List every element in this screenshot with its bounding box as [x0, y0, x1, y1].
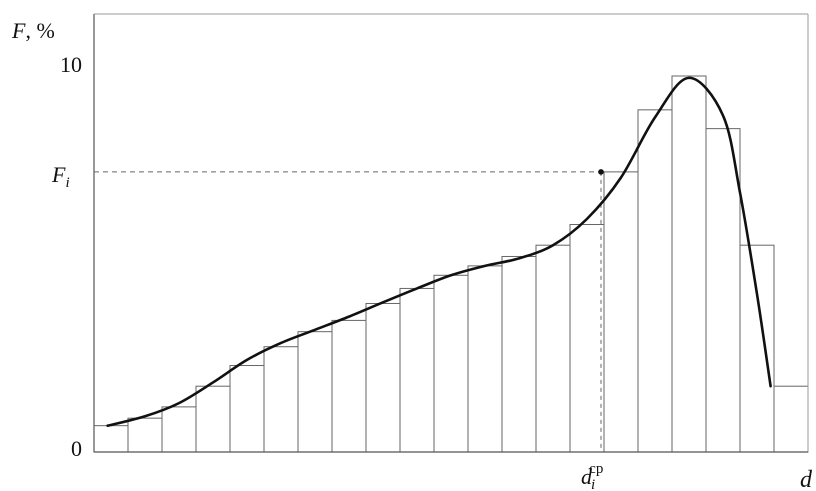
y-axis-label-unit: , %	[25, 18, 54, 43]
marker-x-label-var: d	[581, 464, 593, 489]
histogram-bar	[263, 346, 299, 453]
histogram-bar	[93, 425, 129, 453]
marker-x-label: dicp	[581, 461, 603, 491]
histogram-bar	[365, 302, 401, 453]
x-axis-label: d	[800, 467, 813, 491]
y-tick-label: 0	[71, 436, 82, 461]
histogram-bar	[399, 287, 435, 453]
marker-y-label: Fi	[51, 162, 70, 191]
histogram-bar	[603, 171, 639, 453]
histogram-bar	[569, 224, 605, 453]
histogram-bar	[331, 319, 367, 453]
histogram-bar	[535, 244, 571, 453]
y-axis-label-var: F	[11, 18, 26, 43]
marker-x-label-sub: i	[591, 477, 595, 491]
histogram-bar	[501, 255, 537, 453]
histogram-bar	[739, 244, 775, 453]
marker-y-label-sub: i	[65, 175, 69, 191]
marker-point	[598, 169, 604, 175]
histogram-bar	[433, 274, 469, 453]
bars-layer	[93, 75, 809, 453]
marker-y-label-var: F	[51, 162, 66, 187]
marker-x-label-sup: cp	[589, 461, 603, 477]
histogram-bar	[127, 417, 163, 453]
y-axis-label: F, %	[11, 18, 55, 43]
density-curve	[106, 76, 772, 427]
histogram-bar	[297, 331, 333, 453]
histogram-bar	[671, 75, 707, 453]
histogram-bar	[773, 385, 809, 453]
y-tick-label: 10	[60, 52, 82, 77]
histogram-bar	[637, 109, 673, 453]
histogram-bar	[161, 406, 197, 453]
histogram-bar	[467, 265, 503, 453]
histogram-bar	[195, 385, 231, 453]
histogram-bar	[229, 365, 265, 453]
histogram-bar	[705, 128, 741, 453]
